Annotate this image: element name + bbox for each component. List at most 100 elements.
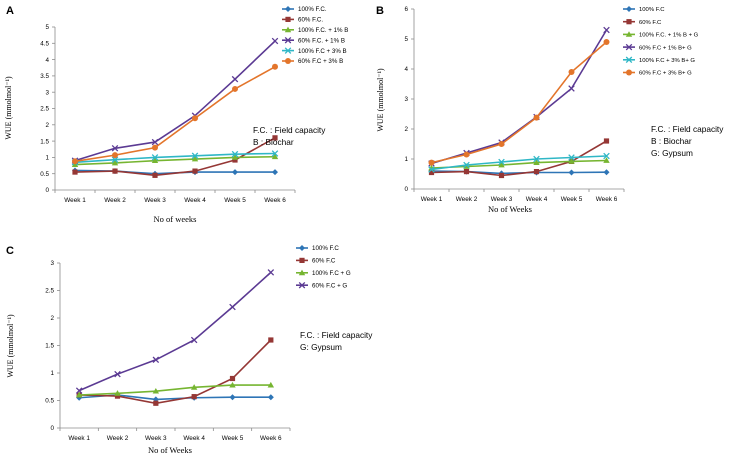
legend-marker xyxy=(284,47,292,54)
legend-label: 100% F.C. + 1% B + G xyxy=(639,33,699,39)
data-point xyxy=(533,169,540,175)
data-point xyxy=(428,169,435,176)
data-point xyxy=(498,161,505,168)
series-5 xyxy=(72,63,278,165)
data-point xyxy=(152,172,158,178)
data-point xyxy=(75,387,83,394)
series-line xyxy=(74,66,276,163)
x-tick-label: Week 3 xyxy=(491,196,513,203)
x-tick-label: Week 1 xyxy=(421,196,443,203)
legend-marker xyxy=(625,56,633,64)
note-text: F.C. : Field capacity xyxy=(253,125,326,135)
x-tick-label: Week 5 xyxy=(561,196,583,203)
y-tick-label: 1 xyxy=(50,370,54,377)
data-point xyxy=(568,169,575,176)
legend-label: 60% F.C. xyxy=(298,17,323,24)
x-tick-label: Week 6 xyxy=(596,196,618,203)
legend-marker xyxy=(284,36,292,44)
data-point xyxy=(498,158,505,166)
data-point xyxy=(191,155,199,162)
series-line xyxy=(431,29,608,165)
data-point xyxy=(231,75,239,83)
legend-marker xyxy=(298,269,306,276)
x-tick-label: Week 3 xyxy=(145,435,167,442)
data-point xyxy=(232,85,238,92)
series-line xyxy=(431,41,608,164)
x-tick-label: Week 5 xyxy=(222,435,244,442)
legend-label: 60% F.C. + 1% B xyxy=(298,37,345,44)
legend-marker xyxy=(298,281,306,289)
data-point xyxy=(229,381,236,388)
series-1 xyxy=(76,337,274,406)
data-point xyxy=(232,157,238,163)
data-point xyxy=(231,150,239,158)
data-point xyxy=(151,138,159,146)
y-tick-label: 0.5 xyxy=(40,171,49,178)
panel-label: B xyxy=(376,5,384,17)
panel-c: C 0 0.5 1 1.5 2 2.5 3 Week 1 Week 2 Week 3 Week 4 We… xyxy=(6,245,373,455)
y-tick-label: 4 xyxy=(404,66,408,73)
legend-label: 60% F.C + 1% B+ G xyxy=(639,45,692,51)
series-2 xyxy=(428,157,610,171)
y-tick-label: 5 xyxy=(45,24,49,31)
legend: 100% F.C. 60% F.C. 100% F.C. + 1% B 60% F.C… xyxy=(282,6,348,65)
data-point xyxy=(112,168,118,174)
x-axis-title: No of weeks xyxy=(154,214,197,224)
x-axis-title: No of Weeks xyxy=(148,445,192,455)
series-line xyxy=(74,155,276,166)
data-point xyxy=(111,159,119,166)
note-text: F.C. : Field capacity xyxy=(300,330,373,340)
legend-label: 60% F.C xyxy=(639,20,662,26)
note-text: F.C. : Field capacity xyxy=(651,124,724,134)
x-tick-label: Week 2 xyxy=(107,435,129,442)
data-point xyxy=(232,169,238,176)
data-point xyxy=(229,303,236,311)
data-point xyxy=(229,394,236,401)
x-tick-label: Week 1 xyxy=(64,197,86,204)
data-point xyxy=(603,157,610,163)
data-point xyxy=(75,391,83,398)
series-line xyxy=(79,384,271,396)
note-text: G: Gypsum xyxy=(300,342,342,352)
x-tick-label: Week 3 xyxy=(144,197,166,204)
legend-marker xyxy=(625,43,633,51)
y-tick-label: 0.5 xyxy=(45,398,54,405)
y-tick-label: 2.5 xyxy=(45,288,54,295)
x-tick-label: Week 5 xyxy=(224,197,246,204)
x-tick-label: Week 1 xyxy=(68,435,90,442)
y-tick-label: 3.5 xyxy=(40,73,49,80)
data-point xyxy=(114,393,121,399)
panel-label: A xyxy=(6,5,14,17)
series-line xyxy=(78,271,272,392)
data-point xyxy=(268,337,274,343)
series-3 xyxy=(71,37,279,164)
legend-label: 60% F.C + 3% B+ G xyxy=(639,71,692,77)
data-point xyxy=(72,158,78,165)
y-tick-label: 1.5 xyxy=(45,343,54,350)
data-point xyxy=(191,152,199,160)
data-point xyxy=(533,159,540,165)
data-point xyxy=(603,26,610,34)
data-point xyxy=(152,356,160,364)
y-tick-label: 0 xyxy=(50,425,54,432)
data-point xyxy=(267,269,275,276)
legend-marker xyxy=(626,19,632,25)
y-tick-label: 4 xyxy=(45,57,49,64)
x-tick-label: Week 6 xyxy=(260,435,282,442)
note-text: G: Gypsum xyxy=(651,148,693,158)
legend-label: 100% F.C xyxy=(639,7,665,13)
series-2 xyxy=(75,381,275,398)
data-point xyxy=(229,375,236,382)
data-point xyxy=(568,154,575,161)
data-point xyxy=(272,169,278,176)
data-point xyxy=(267,381,275,388)
y-tick-label: 2 xyxy=(404,126,408,133)
y-tick-label: 0 xyxy=(404,186,408,193)
x-tick-label: Week 4 xyxy=(526,196,548,203)
y-tick-label: 5 xyxy=(404,36,408,43)
data-point xyxy=(151,157,159,164)
y-axis-title: WUE (mmolmol⁻¹) xyxy=(6,314,15,378)
y-tick-label: 2.5 xyxy=(40,106,49,113)
data-point xyxy=(190,384,198,390)
